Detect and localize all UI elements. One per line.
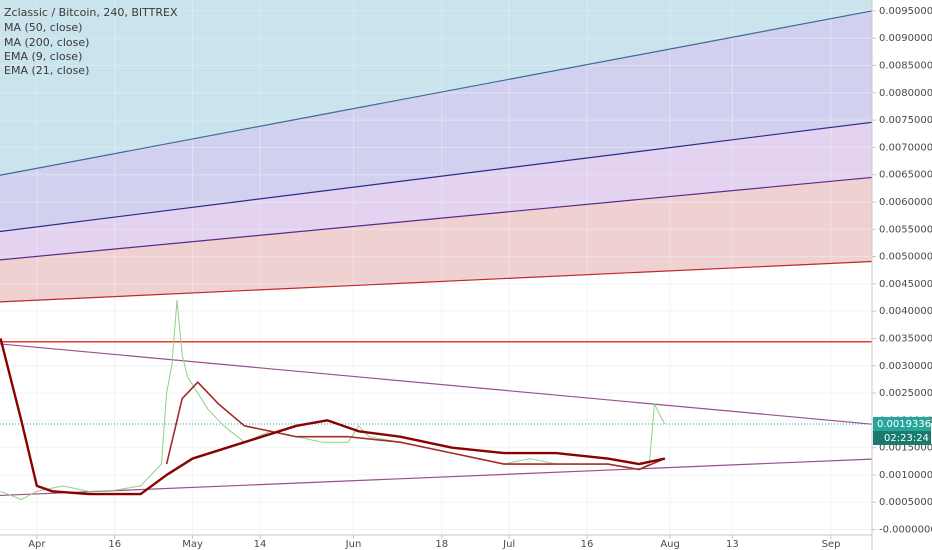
trend-line [0, 260, 873, 303]
fan-fill [0, 10, 872, 232]
x-tick-label: 13 [726, 539, 739, 550]
x-tick-label: Aug [660, 539, 680, 550]
fan-fill [0, 177, 872, 302]
trend-line [0, 121, 873, 233]
fan-fill [0, 122, 872, 260]
legend-entry: EMA (21, close) [4, 64, 89, 77]
price-badge [873, 416, 931, 431]
x-tick-label: Sep [822, 539, 841, 550]
legend-entry: MA (50, close) [4, 21, 82, 34]
x-tick-label: 16 [581, 539, 594, 550]
trend-line [0, 176, 873, 261]
plot-area [0, 0, 873, 535]
y-tick-label: -0.00000000 [879, 525, 932, 536]
y-tick-label: 0.00050000 [879, 497, 932, 508]
x-tick-label: 16 [108, 539, 121, 550]
series-line [0, 338, 666, 496]
x-tick-label: Jun [345, 539, 362, 550]
legend-entry: EMA (9, close) [4, 50, 82, 63]
trend-line [0, 10, 873, 176]
countdown-label: 02:23:24 [884, 433, 929, 444]
chart-title: Zclassic / Bitcoin, 240, BITTREX [4, 6, 178, 19]
x-tick-label: Apr [28, 539, 46, 550]
price-label: 0.00193362 [877, 419, 932, 430]
fan-fill [0, 0, 872, 176]
x-tick-label: 14 [254, 539, 267, 550]
x-tick-label: May [182, 539, 203, 550]
x-tick-label: 18 [435, 539, 448, 550]
countdown-badge [873, 430, 931, 445]
x-tick-label: Jul [502, 539, 515, 550]
series-line [165, 381, 666, 471]
trend-line [0, 343, 873, 425]
legend-entry: MA (200, close) [4, 36, 89, 49]
